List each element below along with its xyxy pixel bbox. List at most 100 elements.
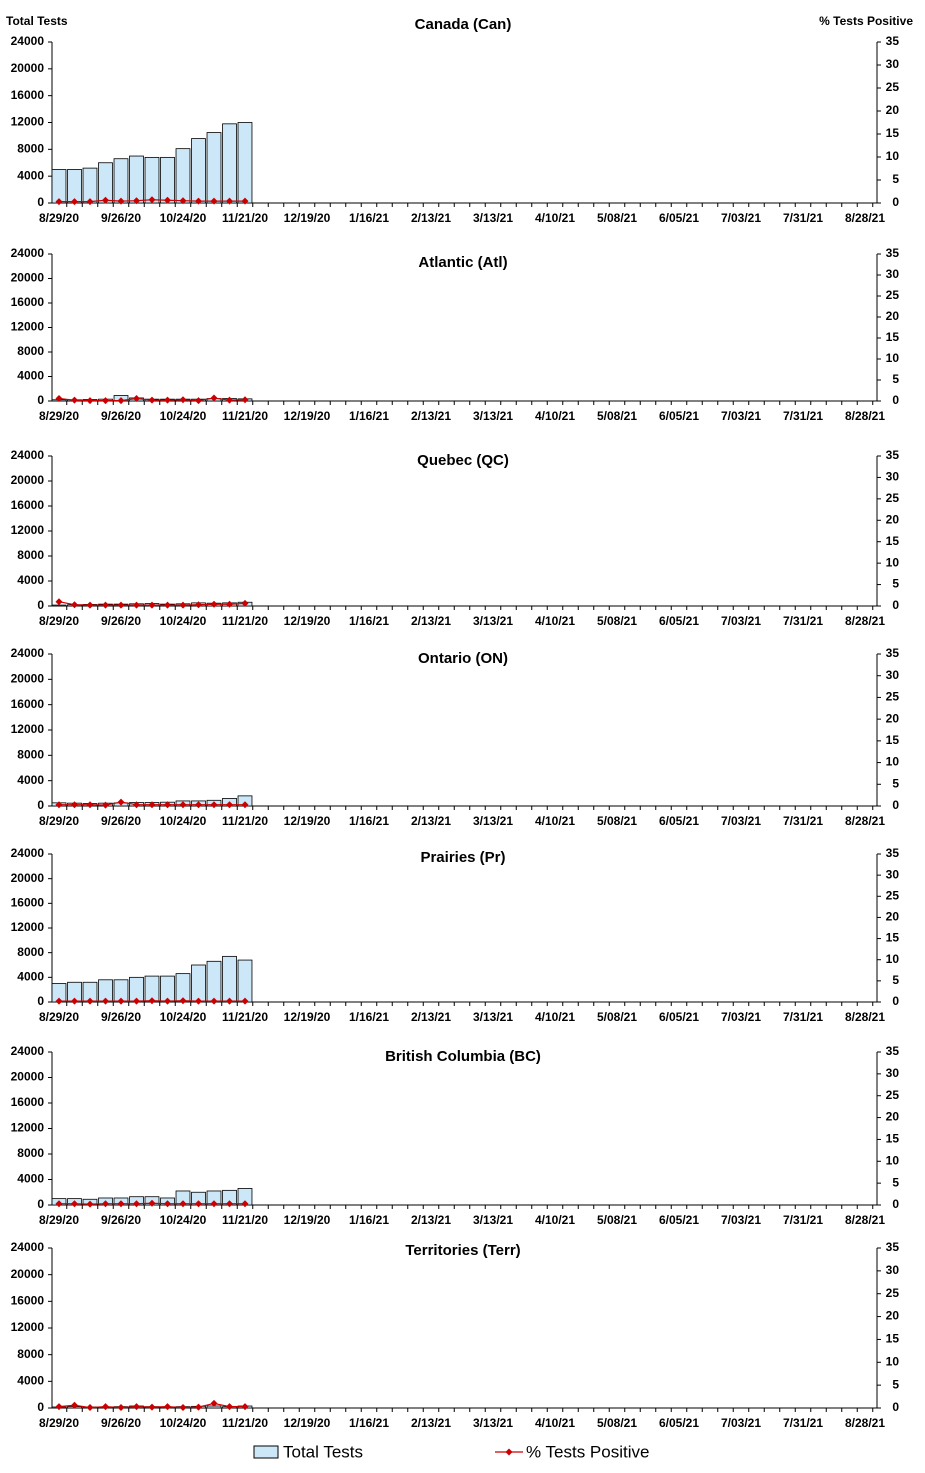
x-tick-label: 6/05/21: [659, 814, 699, 828]
positive-marker: [179, 997, 187, 1005]
y2-tick-label: 0: [892, 1197, 899, 1211]
chart-title: British Columbia (BC): [385, 1048, 541, 1065]
y-axis-label: Total Tests: [6, 14, 68, 28]
positive-marker: [179, 197, 187, 205]
positive-marker: [164, 1403, 171, 1411]
bar: [160, 156, 175, 204]
positive-marker: [117, 1404, 125, 1412]
y2-tick-label: 35: [886, 246, 900, 260]
x-tick-label: 4/10/21: [535, 1213, 575, 1227]
x-tick-label: 4/10/21: [535, 211, 575, 225]
positive-marker: [117, 1200, 125, 1208]
x-tick-label: 1/16/21: [349, 211, 389, 225]
positive-marker: [226, 197, 233, 205]
x-tick-label: 6/05/21: [659, 1213, 699, 1227]
x-tick-label: 10/24/20: [160, 1010, 207, 1024]
positive-marker: [102, 1200, 109, 1208]
positive-marker: [164, 1200, 171, 1208]
y-tick-label: 0: [37, 393, 44, 407]
y2-tick-label: 35: [886, 34, 900, 48]
positive-marker: [117, 601, 125, 609]
y-tick-label: 24000: [11, 448, 45, 462]
y2-tick-label: 25: [886, 1286, 900, 1300]
x-tick-label: 12/19/20: [284, 1416, 331, 1430]
x-tick-label: 6/05/21: [659, 614, 699, 628]
x-tick-label: 11/21/20: [222, 1010, 268, 1024]
positive-marker: [148, 396, 156, 404]
y-tick-label: 16000: [11, 88, 45, 102]
x-tick-label: 11/21/20: [222, 409, 268, 423]
y2-tick-label: 10: [886, 555, 900, 569]
y2-tick-label: 25: [886, 80, 900, 94]
x-tick-label: 7/03/21: [721, 814, 761, 828]
positive-marker: [102, 997, 109, 1005]
y2-tick-label: 15: [886, 1332, 900, 1346]
positive-marker: [241, 599, 249, 607]
y-tick-label: 12000: [11, 1320, 45, 1334]
positive-marker: [148, 801, 156, 809]
y2-tick-label: 20: [886, 1110, 900, 1124]
positive-marker: [71, 1200, 78, 1208]
x-tick-label: 7/31/21: [783, 1416, 823, 1430]
positive-marker: [133, 601, 140, 609]
x-tick-label: 6/05/21: [659, 409, 699, 423]
x-tick-label: 1/16/21: [349, 1416, 389, 1430]
y2-tick-label: 10: [886, 952, 900, 966]
x-tick-label: 11/21/20: [222, 614, 268, 628]
positive-marker: [226, 1200, 233, 1208]
x-tick-label: 8/28/21: [845, 1010, 885, 1024]
y2-tick-label: 15: [886, 1132, 900, 1146]
y-tick-label: 0: [37, 798, 44, 812]
y2-tick-label: 5: [892, 172, 899, 186]
y2-tick-label: 5: [892, 1175, 899, 1189]
y-tick-label: 16000: [11, 697, 45, 711]
y-tick-label: 0: [37, 1400, 44, 1414]
y-tick-label: 4000: [17, 573, 44, 587]
positive-marker: [210, 1200, 218, 1208]
x-tick-label: 6/05/21: [659, 211, 699, 225]
x-tick-label: 5/08/21: [597, 409, 637, 423]
x-tick-label: 8/28/21: [845, 1213, 885, 1227]
positive-marker: [210, 801, 218, 809]
y2-tick-label: 30: [886, 1263, 900, 1277]
positive-marker: [86, 801, 94, 809]
y-tick-label: 24000: [11, 1044, 45, 1058]
positive-marker: [195, 197, 202, 205]
positive-marker: [210, 600, 218, 608]
x-tick-label: 12/19/20: [284, 1213, 331, 1227]
positive-marker: [179, 1404, 187, 1412]
x-tick-label: 4/10/21: [535, 814, 575, 828]
x-tick-label: 8/29/20: [39, 211, 79, 225]
positive-marker: [86, 997, 94, 1005]
y2-tick-label: 20: [886, 103, 900, 117]
positive-marker: [148, 1403, 156, 1411]
x-tick-label: 3/13/21: [473, 1416, 513, 1430]
x-tick-label: 4/10/21: [535, 1416, 575, 1430]
x-tick-label: 7/31/21: [783, 814, 823, 828]
positive-marker: [117, 997, 125, 1005]
y-tick-label: 16000: [11, 1095, 45, 1109]
x-tick-label: 11/21/20: [222, 814, 268, 828]
positive-marker: [164, 601, 171, 609]
y-tick-label: 0: [37, 994, 44, 1008]
positive-marker: [102, 601, 109, 609]
y2-tick-label: 5: [892, 1377, 899, 1391]
x-tick-label: 10/24/20: [160, 814, 207, 828]
bar: [222, 955, 237, 1003]
positive-marker: [226, 1403, 233, 1411]
positive-marker: [55, 394, 63, 402]
positive-marker: [71, 801, 78, 809]
y2-tick-label: 25: [886, 288, 900, 302]
x-tick-label: 2/13/21: [411, 1213, 451, 1227]
y2-tick-label: 10: [886, 1153, 900, 1167]
positive-marker: [179, 396, 187, 404]
bar: [206, 132, 222, 204]
y-tick-label: 20000: [11, 1070, 45, 1084]
y2-tick-label: 25: [886, 1088, 900, 1102]
positive-marker: [241, 997, 249, 1005]
y-tick-label: 4000: [17, 369, 44, 383]
positive-marker: [71, 601, 78, 609]
positive-marker: [55, 1200, 63, 1208]
